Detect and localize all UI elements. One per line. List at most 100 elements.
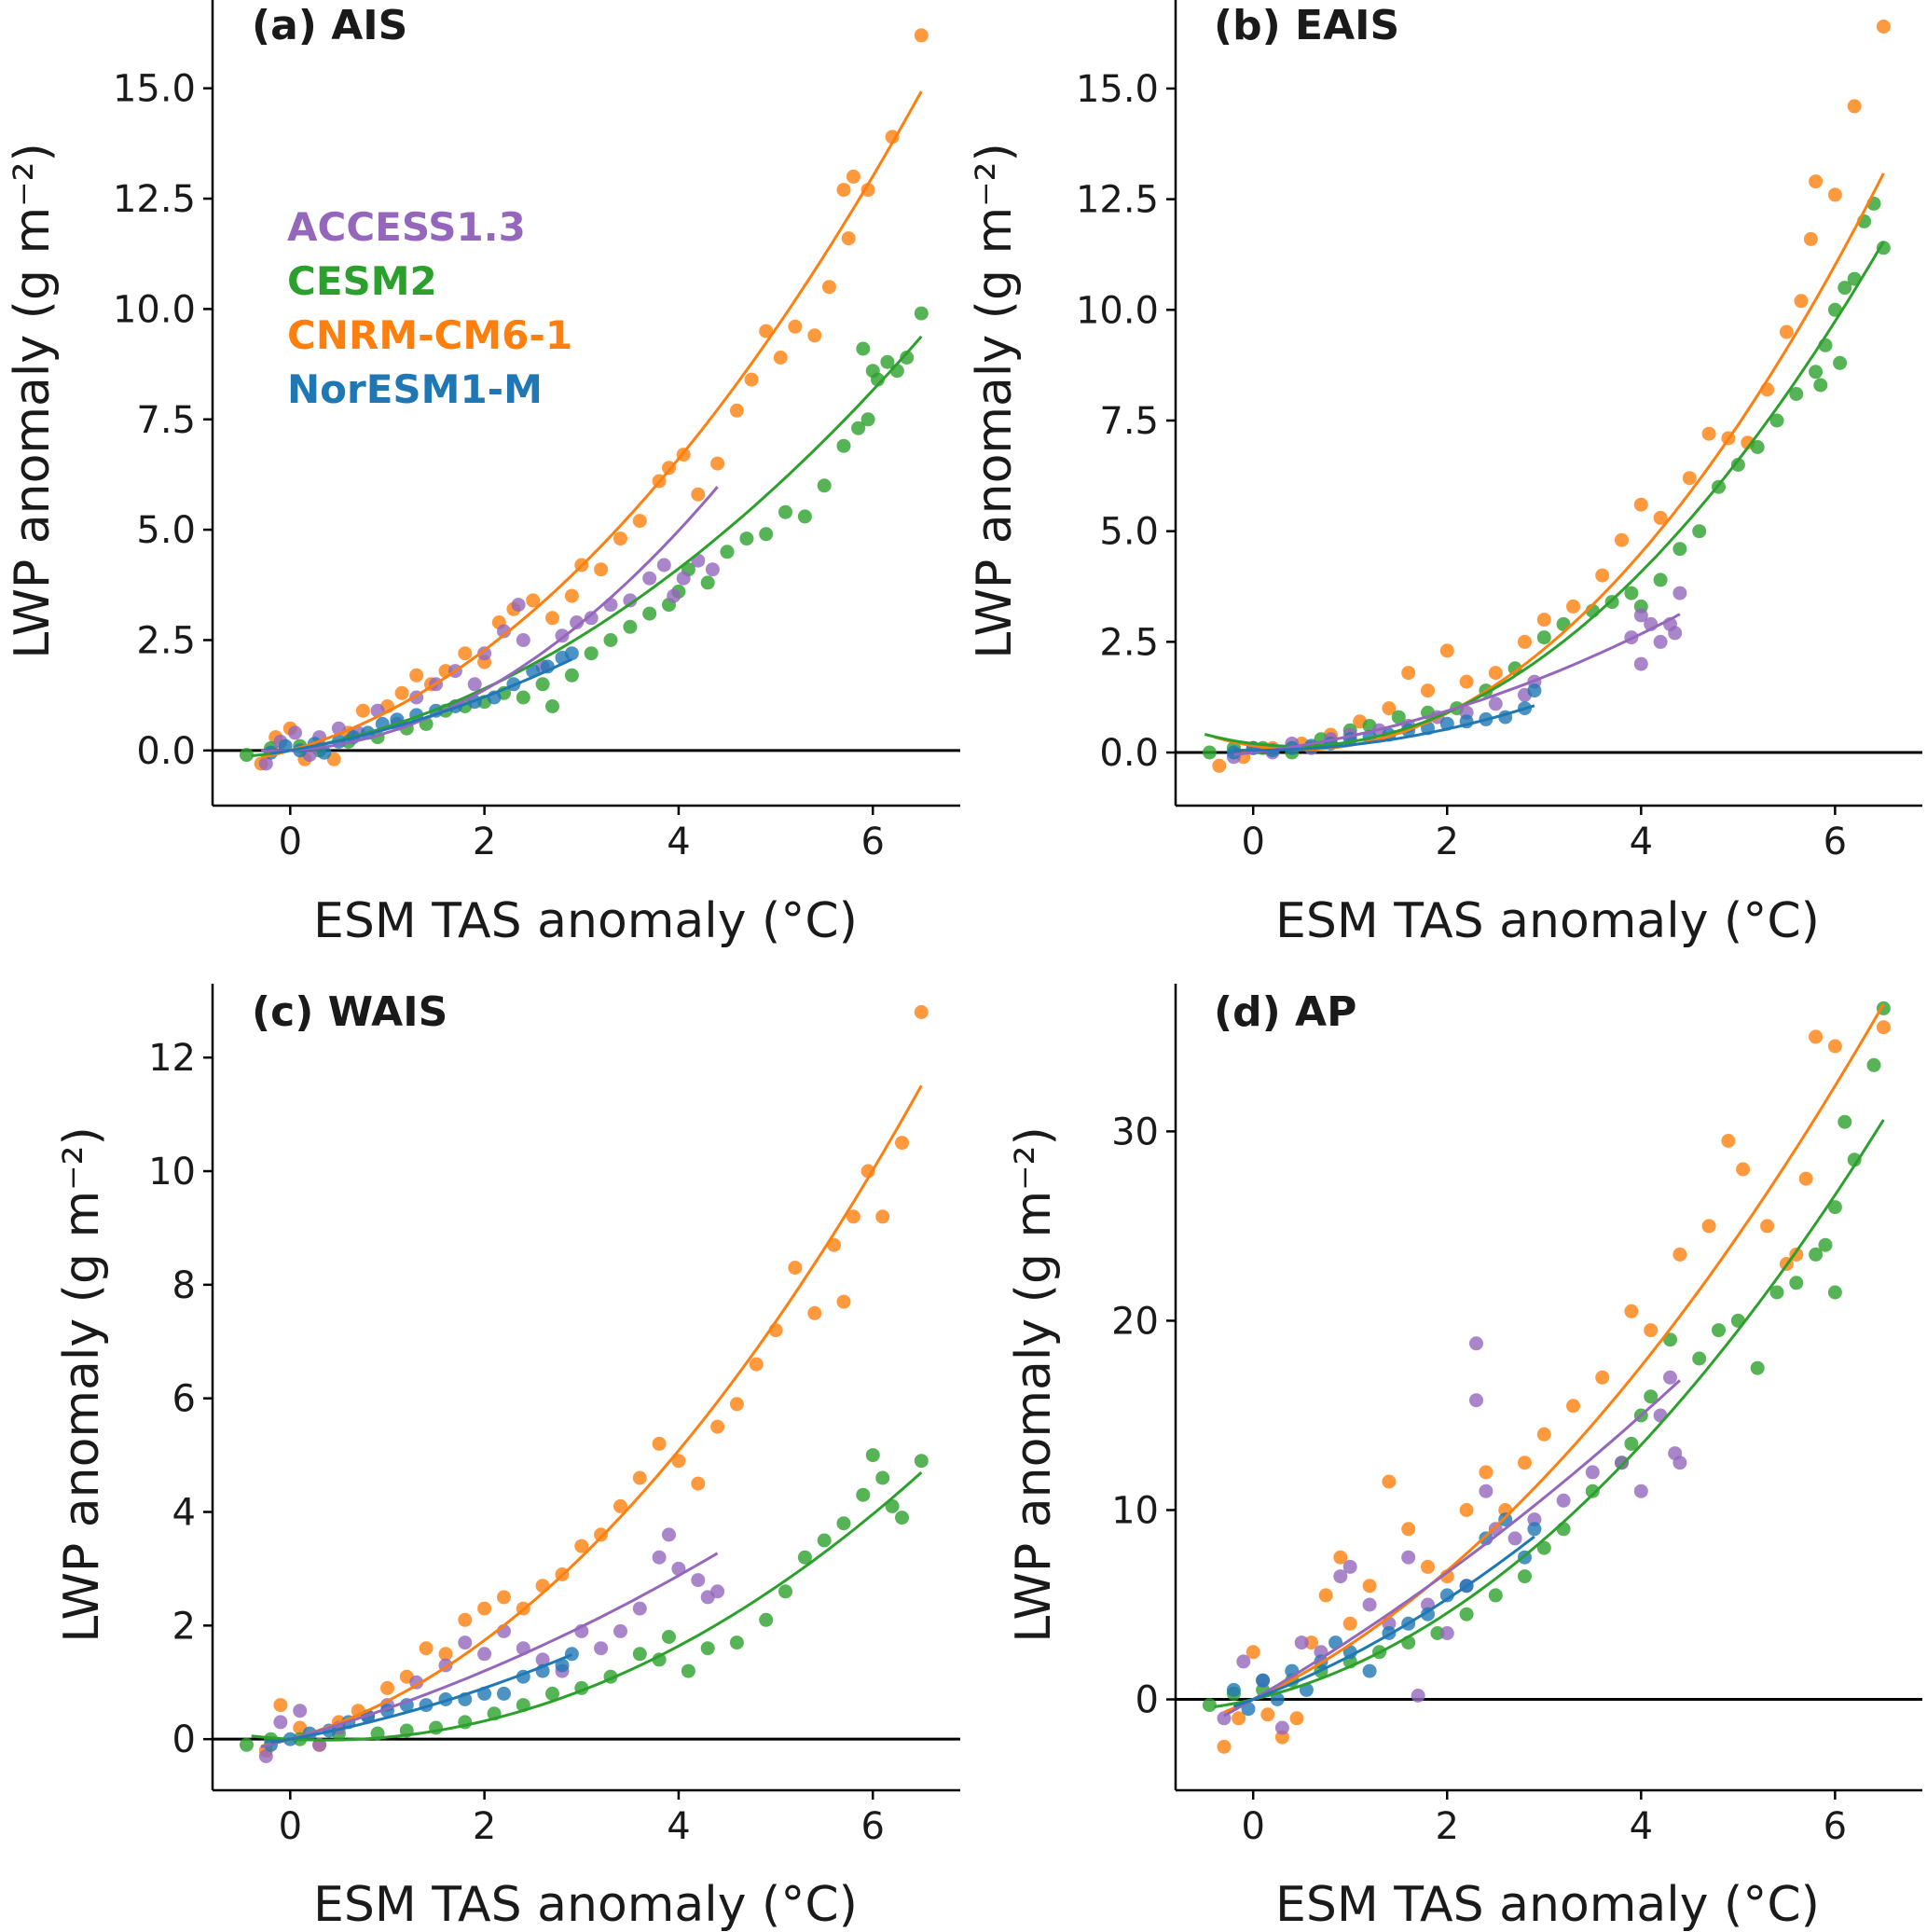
- panel-ap-point-access1-3-10: [1401, 1550, 1416, 1565]
- panel-eais-point-cnrm-cm6-1-7: [1401, 666, 1416, 681]
- panel-ais-point-cnrm-cm6-1-30: [744, 372, 759, 387]
- panel-eais-fit-noresm1-m: [1233, 704, 1535, 752]
- panel-ap-point-access1-3-24: [1633, 1484, 1648, 1498]
- panel-eais-point-cesm2-7: [1391, 710, 1406, 724]
- panel-ais-point-noresm1-m-19: [564, 646, 579, 661]
- panel-ap-point-cnrm-cm6-1-16: [1479, 1465, 1493, 1480]
- panel-ap-point-noresm1-m-18: [1527, 1522, 1542, 1537]
- panel-eais-point-cesm2-19: [1672, 542, 1687, 557]
- panel-wais-point-access1-3-16: [594, 1641, 609, 1656]
- panel-ap-point-cnrm-cm6-1-6: [1304, 1635, 1319, 1650]
- panel-wais-point-noresm1-m-12: [497, 1686, 511, 1701]
- panel-ap-point-cesm2-30: [1847, 1152, 1862, 1167]
- panel-ap-point-cnrm-cm6-1-19: [1536, 1427, 1551, 1442]
- panel-ap-point-access1-3-1: [1236, 1654, 1251, 1669]
- panel-ap-point-noresm1-m-9: [1362, 1663, 1377, 1678]
- panel-wais-point-cnrm-cm6-1-8: [419, 1641, 434, 1656]
- panel-wais-point-cnrm-cm6-1-6: [380, 1680, 394, 1695]
- panel-wais-point-cesm2-20: [778, 1584, 792, 1599]
- panel-ais-point-cnrm-cm6-1-35: [821, 280, 836, 295]
- panel-eais-xtick-label-6: 6: [1824, 821, 1847, 863]
- panel-ap-point-access1-3-3: [1274, 1720, 1289, 1735]
- panel-ap-point-access1-3-26: [1663, 1370, 1677, 1385]
- panel-wais-point-noresm1-m-15: [555, 1658, 570, 1673]
- panel-ais-point-cnrm-cm6-1-36: [836, 183, 851, 198]
- panel-eais-point-access1-3-15: [1633, 656, 1648, 671]
- panel-eais-point-cnrm-cm6-1-13: [1536, 613, 1551, 628]
- panel-ais-point-cnrm-cm6-1-34: [807, 328, 822, 343]
- panel-eais-point-cesm2-24: [1769, 413, 1784, 428]
- panel-ais-point-cnrm-cm6-1-9: [394, 685, 409, 700]
- panel-wais-point-cnrm-cm6-1-30: [846, 1209, 860, 1224]
- panel-wais-point-cnrm-cm6-1-23: [710, 1419, 725, 1434]
- panel-eais-point-cesm2-29: [1838, 281, 1852, 296]
- panel-wais-point-cnrm-cm6-1-9: [438, 1647, 453, 1662]
- panel-ais-point-cesm2-23: [700, 575, 715, 590]
- panel-ap-xlabel: ESM TAS anomaly (°C): [1275, 1877, 1820, 1932]
- panel-ais-point-cesm2-18: [623, 619, 638, 634]
- panel-eais-point-cnrm-cm6-1-30: [1876, 20, 1891, 34]
- panel-eais-point-cnrm-cm6-1-12: [1518, 634, 1532, 649]
- panel-wais-point-cesm2-21: [797, 1550, 812, 1565]
- panel-ais-xtick-label-6: 6: [861, 821, 885, 863]
- panel-ap-point-access1-3-17: [1479, 1484, 1493, 1498]
- panel-ais-point-access1-3-2: [288, 725, 302, 740]
- panel-wais-fit-cesm2: [251, 1470, 923, 1742]
- panel-ais-point-noresm1-m-4: [317, 745, 332, 760]
- panel-ais-ytick-label-2: 5.0: [136, 509, 196, 552]
- panel-ap-point-cnrm-cm6-1-30: [1798, 1171, 1813, 1186]
- panel-ais-title: (a) AIS: [252, 2, 407, 49]
- panel-eais-point-cesm2-23: [1750, 440, 1765, 454]
- panel-ais-point-cesm2-34: [880, 354, 895, 369]
- panel-ap-point-cesm2-29: [1838, 1114, 1852, 1129]
- panel-ais-point-cnrm-cm6-1-17: [526, 593, 541, 608]
- panel-eais-point-access1-3-19: [1672, 586, 1687, 600]
- panel-ais-point-cesm2-29: [817, 478, 832, 493]
- panel-ais-point-cnrm-cm6-1-21: [594, 562, 609, 577]
- panel-ap-fit-cnrm-cm6-1: [1223, 1003, 1885, 1714]
- panel-wais-ytick-label-5: 10: [148, 1151, 196, 1194]
- panel-wais-point-cnrm-cm6-1-16: [574, 1539, 589, 1553]
- panel-eais-ytick-label-2: 5.0: [1099, 511, 1159, 554]
- panel-ais-point-cnrm-cm6-1-13: [458, 646, 473, 661]
- panel-ais-marks: 0 2 4 6 0.0 2.5 5.0 7.5 10.0 12.5 15.0: [113, 0, 960, 863]
- panel-ap-point-cesm2-11: [1518, 1569, 1532, 1584]
- panel-eais-point-cesm2-0: [1202, 745, 1217, 760]
- panel-ais-point-cesm2-26: [759, 527, 774, 542]
- panel-wais-point-cnrm-cm6-1-34: [914, 1005, 929, 1019]
- panel-wais-point-cesm2-26: [875, 1470, 890, 1485]
- panel-eais-point-cnrm-cm6-1-10: [1459, 674, 1474, 689]
- panel-wais-point-cnrm-cm6-1-1: [273, 1698, 288, 1713]
- panel-ais-point-cesm2-31: [851, 421, 866, 435]
- panel-ais: 0 2 4 6 0.0 2.5 5.0 7.5 10.0 12.5 15.0 (a) AIS ESM…: [5, 0, 960, 949]
- panel-ais-point-cesm2-28: [797, 509, 812, 524]
- panel-ais-point-cesm2-38: [856, 341, 871, 356]
- panel-ais-point-cesm2-0: [240, 748, 254, 763]
- panel-ap-point-access1-3-8: [1362, 1597, 1377, 1612]
- panel-ais-point-cnrm-cm6-1-41: [841, 231, 856, 246]
- panel-ap-point-cesm2-23: [1750, 1360, 1765, 1375]
- panel-eais-point-cnrm-cm6-1-27: [1809, 174, 1824, 189]
- panel-ap-point-cesm2-16: [1624, 1436, 1639, 1451]
- panel-ap-point-cnrm-cm6-1-3: [1260, 1707, 1275, 1722]
- panel-ap-point-cesm2-14: [1585, 1484, 1600, 1498]
- panel-ap-point-access1-3-4: [1294, 1635, 1309, 1650]
- panel-eais-point-cesm2-11: [1507, 661, 1522, 676]
- panel-wais-point-cnrm-cm6-1-21: [671, 1454, 686, 1469]
- panel-eais-xtick-label-0: 0: [1241, 821, 1264, 863]
- legend: ACCESS1.3 CESM2 CNRM-CM6-1 NorESM1-M: [287, 204, 572, 412]
- panel-ais-point-cnrm-cm6-1-23: [632, 514, 647, 529]
- panel-ap-point-cnrm-cm6-1-13: [1421, 1559, 1435, 1574]
- panel-ap-point-cesm2-20: [1692, 1351, 1707, 1366]
- panel-ap-point-cnrm-cm6-1-18: [1518, 1456, 1532, 1470]
- panel-wais-ytick-label-0: 0: [172, 1718, 196, 1761]
- panel-ais-ytick-label-1: 2.5: [136, 619, 196, 662]
- panel-ap-xtick-label-2: 2: [1436, 1805, 1459, 1848]
- panel-ap-point-cesm2-0: [1202, 1698, 1217, 1713]
- panel-eais-point-cnrm-cm6-1-18: [1653, 510, 1668, 525]
- panel-ap-ytick-label-2: 20: [1111, 1300, 1159, 1343]
- panel-wais-point-cnrm-cm6-1-20: [652, 1436, 667, 1451]
- panel-ais-point-access1-3-24: [656, 558, 671, 573]
- panel-ap-xtick-label-4: 4: [1630, 1805, 1653, 1848]
- panel-wais-point-access1-3-10: [477, 1647, 492, 1662]
